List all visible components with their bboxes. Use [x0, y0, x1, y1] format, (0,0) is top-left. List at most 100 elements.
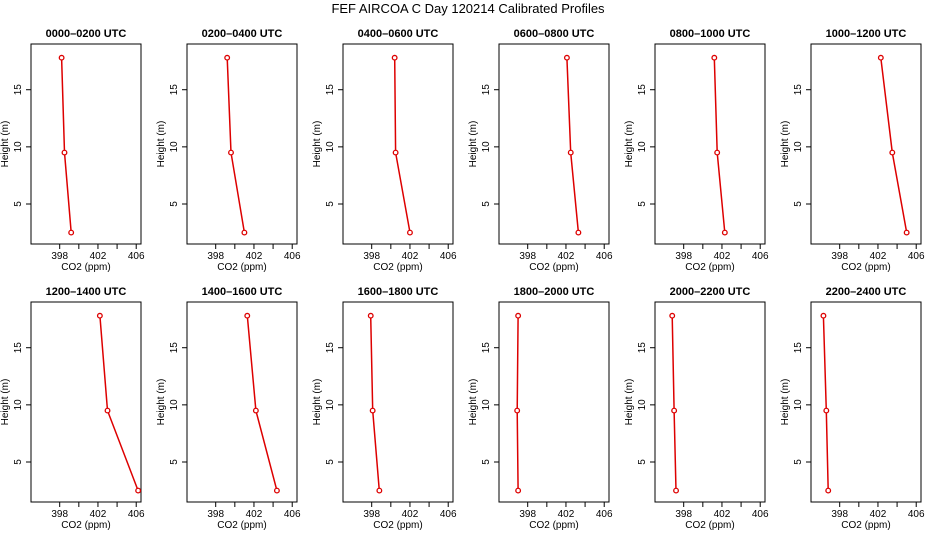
y-tick-label: 5 — [793, 201, 804, 207]
y-tick-label: 15 — [481, 342, 492, 354]
profile-line — [671, 315, 677, 491]
data-point — [825, 487, 832, 494]
data-point — [367, 312, 374, 319]
data-point — [669, 312, 676, 319]
y-tick-label: 15 — [793, 342, 804, 354]
x-axis-label: CO2 (ppm) — [61, 262, 110, 273]
y-axis-label: Height (m) — [780, 121, 791, 168]
panel-12: 2200–2400 UTC 398 402 406 5 10 15 CO2 (ppm) Heig… — [780, 286, 925, 531]
data-point — [58, 54, 65, 61]
y-tick-label: 15 — [637, 84, 648, 96]
x-tick-label: 406 — [440, 509, 457, 520]
x-axis-label: CO2 (ppm) — [61, 520, 110, 531]
panel-title: 0000–0200 UTC — [46, 28, 127, 40]
y-axis-label: Height (m) — [468, 379, 479, 426]
y-tick-label: 15 — [169, 342, 180, 354]
panel-title: 2000–2200 UTC — [670, 286, 751, 298]
x-tick-label: 402 — [402, 251, 419, 262]
y-tick-label: 10 — [481, 141, 492, 153]
panel-10: 1800–2000 UTC 398 402 406 5 10 15 CO2 (ppm) Heig… — [468, 286, 613, 531]
data-point — [563, 54, 570, 61]
x-tick-label: 406 — [284, 509, 301, 520]
y-tick-label: 15 — [13, 342, 24, 354]
x-tick-label: 402 — [90, 251, 107, 262]
y-axis-label: Height (m) — [312, 379, 323, 426]
x-tick-label: 402 — [558, 509, 575, 520]
y-axis-label: Height (m) — [624, 379, 635, 426]
y-tick-label: 15 — [793, 84, 804, 96]
x-tick-label: 406 — [908, 509, 925, 520]
data-point — [567, 149, 574, 156]
data-point — [228, 149, 234, 156]
x-tick-label: 406 — [128, 251, 145, 262]
x-tick-label: 406 — [284, 251, 301, 262]
x-tick-label: 398 — [675, 251, 692, 262]
x-axis-label: CO2 (ppm) — [217, 262, 266, 273]
x-axis-label: CO2 (ppm) — [373, 262, 422, 273]
profile-line — [880, 57, 908, 233]
data-point — [391, 54, 398, 61]
x-tick-label: 402 — [870, 509, 887, 520]
panel-6: 1000–1200 UTC 398 402 406 5 10 15 CO2 (ppm) Heig… — [780, 28, 925, 273]
profile-line — [822, 315, 829, 491]
y-axis-label: Height (m) — [780, 379, 791, 426]
data-point — [369, 407, 376, 414]
data-point — [244, 312, 251, 319]
panel-title: 0200–0400 UTC — [202, 28, 283, 40]
data-point — [575, 229, 582, 236]
data-point — [392, 149, 399, 156]
y-tick-label: 5 — [481, 459, 492, 465]
x-tick-label: 402 — [714, 509, 731, 520]
y-axis-label: Height (m) — [312, 121, 323, 168]
panel-2: 0200–0400 UTC 398 402 406 5 10 15 CO2 (ppm) Heig… — [156, 28, 301, 273]
panel-title: 1400–1600 UTC — [202, 286, 283, 298]
y-tick-label: 10 — [481, 399, 492, 411]
x-tick-label: 406 — [128, 509, 145, 520]
x-tick-label: 398 — [51, 509, 68, 520]
profile-line — [369, 315, 381, 491]
plot-frame — [654, 43, 766, 245]
data-point — [721, 229, 728, 236]
y-axis-label: Height (m) — [0, 121, 11, 168]
x-axis-label: CO2 (ppm) — [685, 520, 734, 531]
y-tick-label: 10 — [169, 141, 180, 153]
plot-frame — [498, 301, 610, 503]
y-axis-label: Height (m) — [468, 121, 479, 168]
plot-frame — [342, 43, 454, 245]
x-axis-label: CO2 (ppm) — [373, 520, 422, 531]
panel-4: 0600–0800 UTC 398 402 406 5 10 15 CO2 (ppm) Heig… — [468, 28, 613, 273]
data-point — [104, 407, 111, 414]
data-point — [68, 229, 75, 236]
data-point — [376, 487, 383, 494]
y-tick-label: 5 — [481, 201, 492, 207]
x-axis-label: CO2 (ppm) — [217, 520, 266, 531]
x-tick-label: 406 — [596, 251, 613, 262]
x-tick-label: 398 — [831, 251, 848, 262]
data-point — [673, 487, 679, 494]
y-axis-label: Height (m) — [156, 379, 167, 426]
plot-frame — [186, 301, 298, 503]
y-tick-label: 10 — [637, 141, 648, 153]
panel-title: 2200–2400 UTC — [826, 286, 907, 298]
y-tick-label: 5 — [169, 201, 180, 207]
plot-frame — [30, 43, 142, 245]
profile-line — [226, 57, 246, 233]
y-tick-label: 5 — [13, 459, 24, 465]
panel-title: 0600–0800 UTC — [514, 28, 595, 40]
y-tick-label: 15 — [637, 342, 648, 354]
plot-frame — [810, 43, 922, 245]
data-point — [889, 149, 896, 156]
x-tick-label: 398 — [51, 251, 68, 262]
panel-9: 1600–1800 UTC 398 402 406 5 10 15 CO2 (ppm) Heig… — [312, 286, 457, 531]
panel-title: 0800–1000 UTC — [670, 28, 751, 40]
data-point — [877, 54, 884, 61]
x-tick-label: 402 — [714, 251, 731, 262]
data-point — [224, 54, 231, 61]
plot-frame — [30, 301, 142, 503]
x-tick-label: 398 — [363, 251, 380, 262]
plot-frame — [498, 43, 610, 245]
x-tick-label: 398 — [519, 251, 536, 262]
data-point — [515, 312, 522, 319]
x-tick-label: 402 — [246, 509, 263, 520]
